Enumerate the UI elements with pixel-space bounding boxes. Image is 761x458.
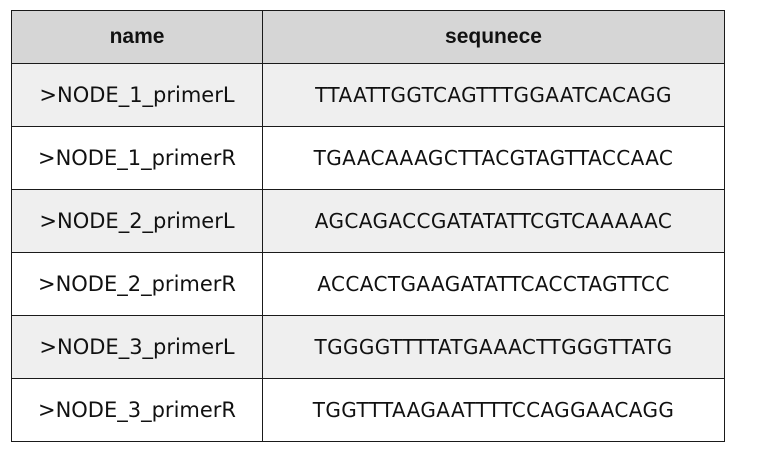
- primer-name-cell: >NODE_1_primerR: [11, 126, 263, 190]
- table-body: >NODE_1_primerL TTAATTGGTCAGTTTGGAATCACA…: [11, 63, 725, 442]
- primer-sequence-cell: TGGTTTAAGAATTTTCCAGGAACAGG: [262, 378, 725, 442]
- table-row: >NODE_2_primerR ACCACTGAAGATATTCACCTAGTT…: [11, 252, 725, 316]
- table-row: >NODE_3_primerR TGGTTTAAGAATTTTCCAGGAACA…: [11, 378, 725, 442]
- primer-name-cell: >NODE_3_primerL: [11, 315, 263, 379]
- primer-name-cell: >NODE_2_primerR: [11, 252, 263, 316]
- primer-sequence-cell: TGGGGTTTTATGAAACTTGGGTTATG: [262, 315, 725, 379]
- table-row: >NODE_3_primerL TGGGGTTTTATGAAACTTGGGTTA…: [11, 315, 725, 379]
- table-header: name sequnece: [11, 10, 725, 64]
- primer-table: name sequnece >NODE_1_primerL TTAATTGGTC…: [11, 10, 725, 442]
- primer-name-cell: >NODE_2_primerL: [11, 189, 263, 253]
- table-row: >NODE_1_primerL TTAATTGGTCAGTTTGGAATCACA…: [11, 63, 725, 127]
- column-header-name: name: [11, 10, 263, 64]
- header-row: name sequnece: [11, 10, 725, 64]
- primer-sequence-cell: AGCAGACCGATATATTCGTCAAAAAC: [262, 189, 725, 253]
- table-row: >NODE_2_primerL AGCAGACCGATATATTCGTCAAAA…: [11, 189, 725, 253]
- primer-name-cell: >NODE_3_primerR: [11, 378, 263, 442]
- primer-sequence-cell: TTAATTGGTCAGTTTGGAATCACAGG: [262, 63, 725, 127]
- column-header-sequence: sequnece: [262, 10, 725, 64]
- table-row: >NODE_1_primerR TGAACAAAGCTTACGTAGTTACCA…: [11, 126, 725, 190]
- primer-sequence-cell: TGAACAAAGCTTACGTAGTTACCAAC: [262, 126, 725, 190]
- primer-sequence-cell: ACCACTGAAGATATTCACCTAGTTCC: [262, 252, 725, 316]
- primer-name-cell: >NODE_1_primerL: [11, 63, 263, 127]
